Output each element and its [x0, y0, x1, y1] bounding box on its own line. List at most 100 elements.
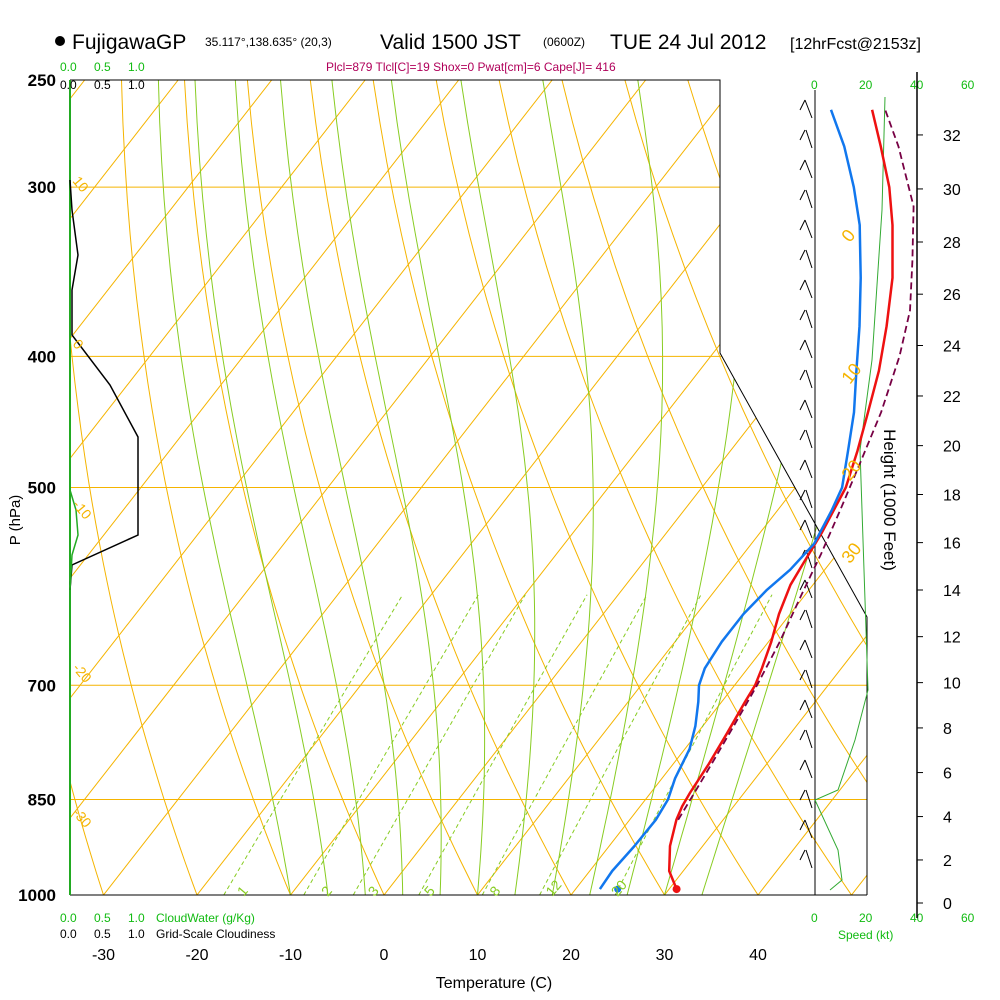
- temperature-profile: [667, 109, 894, 890]
- moist-adiabat-line: [542, 80, 594, 895]
- wind-barb: [799, 729, 813, 749]
- x-tick-label: 0: [380, 947, 389, 964]
- x-tick-label: 30: [656, 947, 674, 964]
- moist-adiabat-line: [589, 80, 664, 895]
- valid-date: TUE 24 Jul 2012: [610, 31, 766, 54]
- mixing-ratio-label: 8: [486, 883, 503, 899]
- wind-barb: [799, 159, 813, 179]
- mixing-ratio-label: 20: [608, 877, 630, 899]
- moist-adiabat-line: [331, 80, 442, 895]
- dry-adiabat-line: [121, 80, 291, 895]
- x-tick-label: -30: [92, 947, 115, 964]
- wind-barb: [799, 369, 813, 389]
- speed-label: Speed (kt): [838, 928, 893, 942]
- wind-barb: [799, 639, 813, 659]
- wind-barb: [799, 849, 813, 869]
- speed-tick-top-1: 20: [859, 78, 873, 92]
- isotherm-line: [70, 80, 366, 895]
- cloudwater-tick-0: 0.0: [60, 911, 77, 925]
- dry-adiabat-line: [70, 80, 198, 895]
- height-tick-label: 22: [943, 389, 961, 406]
- y-axis-ticks: 250 300 400 500 700 850 1000: [18, 71, 56, 905]
- y-tick-label: 300: [28, 178, 56, 197]
- height-tick-label: 20: [943, 439, 961, 456]
- forecast-info: [12hrFcst@2153z]: [790, 36, 921, 53]
- isotherm-line: [757, 80, 867, 895]
- wind-barb: [799, 399, 813, 419]
- cloudiness-tick-2: 1.0: [128, 927, 145, 941]
- height-axis-title: Height (1000 Feet): [880, 429, 899, 571]
- station-dot-icon: [55, 36, 65, 46]
- isotherm-label: 30: [837, 539, 865, 567]
- y-tick-label: 1000: [18, 886, 56, 905]
- cloudwater-tick-top-0: 0.0: [60, 60, 77, 74]
- dry-adiabat-line: [435, 80, 759, 895]
- plot-frame: [69, 79, 868, 896]
- height-tick-label: 2: [943, 853, 952, 870]
- station-name: FujigawaGP: [72, 31, 186, 54]
- cloudwater-tick-top-1: 0.5: [94, 60, 111, 74]
- plot-border: [70, 79, 868, 895]
- mixing-ratio-line: [418, 594, 588, 895]
- wind-barb: [799, 819, 813, 839]
- dry-adiabat-label: 10: [70, 173, 92, 195]
- dry-adiabat-line: [70, 80, 104, 895]
- cloudwater-label: CloudWater (g/Kg): [156, 911, 255, 925]
- mixing-ratio-line: [303, 594, 479, 895]
- left-top-scales: 0.0 0.5 1.0 0.0 0.5 1.0: [60, 60, 145, 92]
- cloudwater-tick-2: 1.0: [128, 911, 145, 925]
- wind-barb: [799, 429, 813, 449]
- cloudiness-tick-top-0: 0.0: [60, 78, 77, 92]
- height-tick-label: 12: [943, 630, 961, 647]
- speed-tick-1: 20: [859, 911, 873, 925]
- wind-barb: [799, 249, 813, 269]
- mixing-ratio-line: [352, 594, 526, 895]
- moist-adiabat-line: [460, 80, 536, 895]
- speed-tick-0: 0: [811, 911, 818, 925]
- surface-dewpoint-dot: [614, 885, 622, 893]
- wind-barb: [799, 339, 813, 359]
- mixing-ratio-label: 1: [234, 883, 251, 899]
- wind-barb: [799, 759, 813, 779]
- dry-adiabat-line: [184, 80, 385, 895]
- isotherm-line: [664, 80, 867, 895]
- moist-adiabat-line: [390, 80, 486, 895]
- x-axis-ticks: -30 -20 -10 0 10 20 30 40: [92, 947, 767, 964]
- dry-adiabat-label: -20: [70, 660, 95, 686]
- height-tick-label: 26: [943, 287, 961, 304]
- isotherm-line: [851, 80, 867, 895]
- speed-tick-top-3: 60: [961, 78, 975, 92]
- wind-barb: [799, 459, 813, 479]
- cloudiness-tick-top-1: 0.5: [94, 78, 111, 92]
- mixing-ratio-line: [481, 594, 648, 895]
- surface-temperature-dot: [672, 885, 681, 894]
- height-tick-label: 16: [943, 536, 961, 553]
- x-tick-label: 40: [749, 947, 767, 964]
- wind-barb: [799, 129, 813, 149]
- mixing-ratio-line: [223, 594, 404, 895]
- moist-adiabat-line: [701, 80, 867, 895]
- speed-tick-3: 60: [961, 911, 975, 925]
- height-tick-label: 0: [943, 896, 952, 913]
- cloudiness-tick-top-2: 1.0: [128, 78, 145, 92]
- station-coords: 35.117°,138.635° (20,3): [205, 35, 332, 49]
- height-tick-label: 10: [943, 676, 961, 693]
- height-tick-label: 28: [943, 235, 961, 252]
- dry-adiabat-line: [498, 80, 852, 895]
- x-tick-label: -20: [185, 947, 208, 964]
- parcel-profile: [677, 109, 915, 821]
- cloudwater-tick-top-2: 1.0: [128, 60, 145, 74]
- wind-barb: [799, 789, 813, 809]
- left-bottom-scales: 0.0 0.5 1.0 CloudWater (g/Kg) 0.0 0.5 1.…: [60, 911, 275, 941]
- height-tick-label: 30: [943, 182, 961, 199]
- dry-adiabat-line: [0, 80, 10, 895]
- x-axis-title: Temperature (C): [436, 975, 552, 992]
- moist-adiabat-line: [234, 80, 366, 895]
- wind-barb: [799, 279, 813, 299]
- dry-adiabat-line: [309, 80, 572, 895]
- wind-barb: [799, 99, 813, 119]
- height-tick-label: 8: [943, 721, 952, 738]
- utc-time: (0600Z): [543, 35, 585, 49]
